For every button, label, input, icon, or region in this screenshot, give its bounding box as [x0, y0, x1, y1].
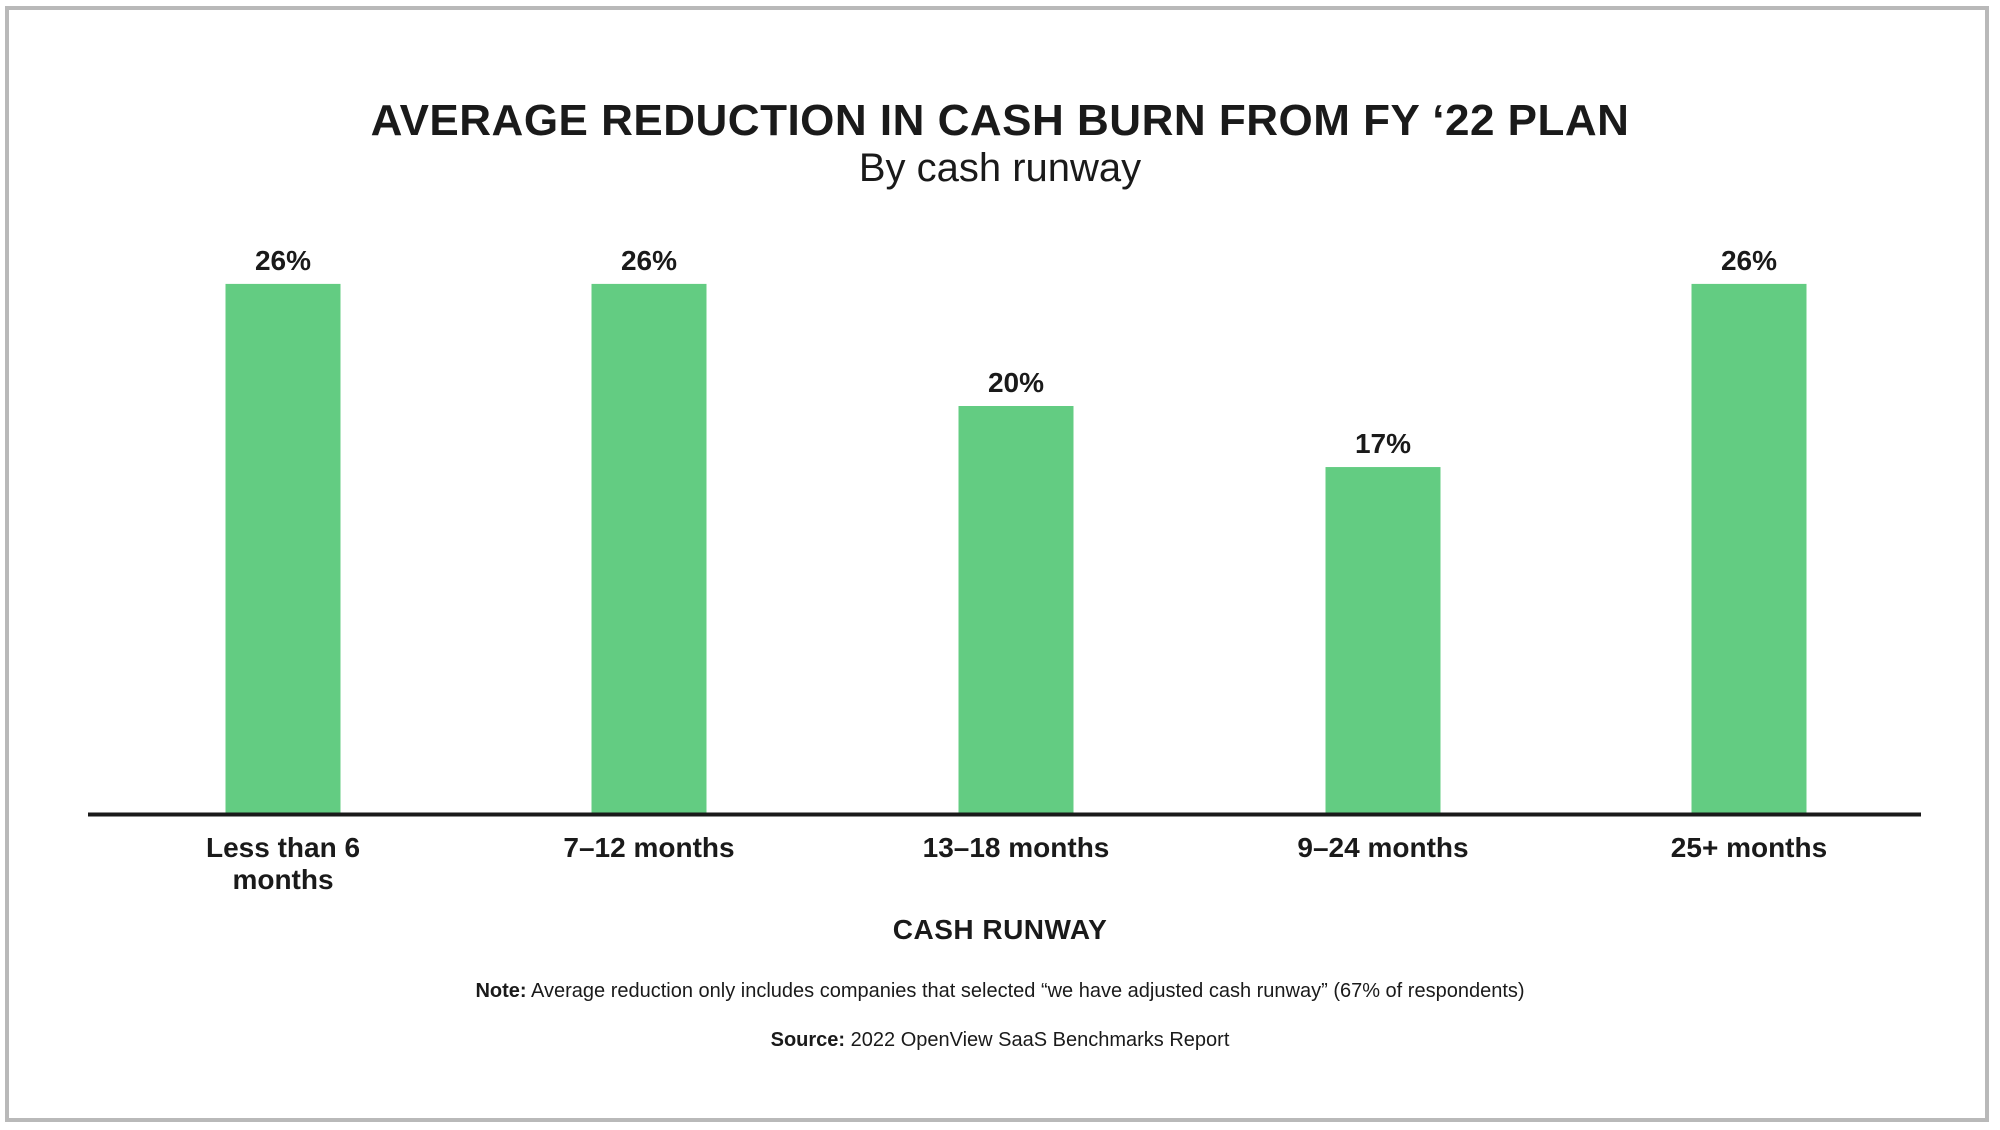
note-text: Average reduction only includes companie…: [531, 980, 1525, 1002]
x-tick-label: 13–18 months: [923, 832, 1110, 863]
source-label: Source:: [770, 1029, 846, 1051]
x-axis-title: CASH RUNWAY: [892, 914, 1108, 945]
data-label: 26%: [255, 245, 311, 276]
x-tick-label: 25+ months: [1671, 832, 1827, 863]
bar: [958, 406, 1074, 813]
x-tick-label: 7–12 months: [563, 832, 734, 863]
note-label: Note:: [475, 980, 527, 1002]
x-tick-label: Less than 6 months: [206, 832, 360, 895]
bar: [225, 283, 341, 813]
bar: [1691, 283, 1807, 813]
chart-title: AVERAGE REDUCTION IN CASH BURN FROM FY ‘…: [370, 96, 1630, 145]
source-citation: Source: 2022 OpenView SaaS Benchmarks Re…: [0, 1029, 2000, 1052]
data-label: 26%: [621, 245, 677, 276]
bar: [591, 283, 707, 813]
bar: [1325, 467, 1441, 813]
x-tick-label: 9–24 months: [1297, 832, 1468, 863]
footnote: Note: Average reduction only includes co…: [0, 980, 2000, 1003]
data-label: 26%: [1721, 245, 1777, 276]
data-label: 17%: [1355, 428, 1411, 459]
data-label: 20%: [988, 367, 1044, 398]
source-text: 2022 OpenView SaaS Benchmarks Report: [850, 1029, 1230, 1051]
chart-subtitle: By cash runway: [858, 146, 1142, 190]
